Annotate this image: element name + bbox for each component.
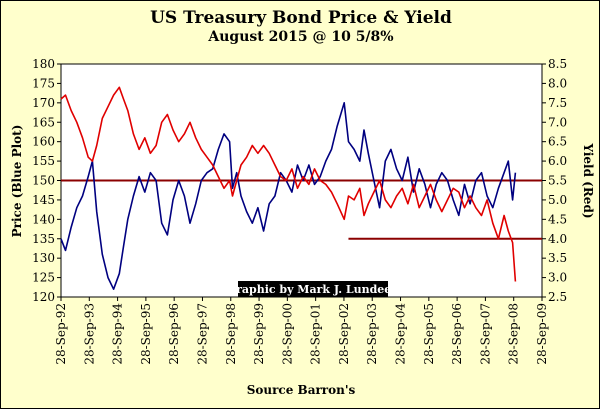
x-tick-label: 28-Sep-93: [82, 303, 96, 365]
y-right-tick-label: 6.0: [548, 154, 567, 168]
y-left-tick-label: 155: [32, 154, 55, 168]
y-left-tick-label: 180: [32, 57, 55, 71]
y-axis-left-label: Price (Blue Plot): [10, 125, 24, 238]
y-left-tick-label: 175: [32, 76, 55, 90]
series-line-yield: [60, 86, 517, 282]
x-tick-label: 28-Sep-02: [337, 303, 351, 365]
x-tick-label: 28-Sep-09: [535, 303, 549, 365]
x-tick-label: 28-Sep-98: [224, 303, 238, 365]
x-tick-label: 28-Sep-04: [394, 303, 408, 365]
x-tick-label: 28-Sep-05: [422, 303, 436, 365]
y-right-tick-label: 6.5: [548, 135, 567, 149]
credit-box: [238, 281, 388, 297]
x-tick-label: 28-Sep-08: [507, 303, 521, 365]
y-left-tick-label: 150: [32, 174, 55, 188]
y-right-tick-label: 2.5: [548, 290, 567, 304]
x-tick-label: 28-Sep-00: [280, 303, 294, 365]
y-left-tick-label: 125: [32, 271, 55, 285]
y-right-tick-label: 4.0: [548, 232, 567, 246]
y-left-tick-label: 170: [32, 96, 55, 110]
y-right-tick-label: 3.0: [548, 271, 567, 285]
y-right-tick-label: 5.5: [548, 174, 567, 188]
y-right-tick-label: 7.5: [548, 96, 567, 110]
x-axis-label: Source Barron's: [247, 383, 356, 397]
x-tick-label: 28-Sep-94: [111, 303, 125, 365]
y-right-tick-label: 3.5: [548, 251, 567, 265]
x-tick-label: 28-Sep-03: [365, 303, 379, 365]
x-tick-label: 28-Sep-06: [450, 303, 464, 365]
x-tick-label: 28-Sep-95: [139, 303, 153, 365]
x-tick-label: 28-Sep-99: [252, 303, 266, 365]
chart-subtitle: August 2015 @ 10 5/8%: [207, 29, 393, 45]
credit-text: Graphic by Mark J. Lundeen: [227, 283, 400, 296]
y-left-tick-label: 120: [32, 290, 55, 304]
chart-title: US Treasury Bond Price & Yield: [150, 8, 452, 28]
y-right-tick-label: 7.0: [548, 115, 567, 129]
y-left-tick-label: 145: [32, 193, 55, 207]
y-right-tick-label: 4.5: [548, 212, 567, 226]
x-tick-label: 28-Sep-01: [309, 303, 323, 365]
y-axis-right-label: Yield (Red): [581, 142, 595, 218]
y-left-tick-label: 160: [32, 135, 55, 149]
y-left-tick-label: 140: [32, 212, 55, 226]
y-left-tick-label: 130: [32, 251, 55, 265]
y-left-tick-label: 165: [32, 115, 55, 129]
x-tick-label: 28-Sep-96: [167, 303, 181, 365]
y-right-tick-label: 8.0: [548, 76, 567, 90]
x-tick-label: 28-Sep-97: [195, 303, 209, 365]
x-tick-label: 28-Sep-92: [54, 303, 68, 365]
y-right-tick-label: 8.5: [548, 57, 567, 71]
y-left-tick-label: 135: [32, 232, 55, 246]
y-right-tick-label: 5.0: [548, 193, 567, 207]
x-tick-label: 28-Sep-07: [478, 303, 492, 365]
